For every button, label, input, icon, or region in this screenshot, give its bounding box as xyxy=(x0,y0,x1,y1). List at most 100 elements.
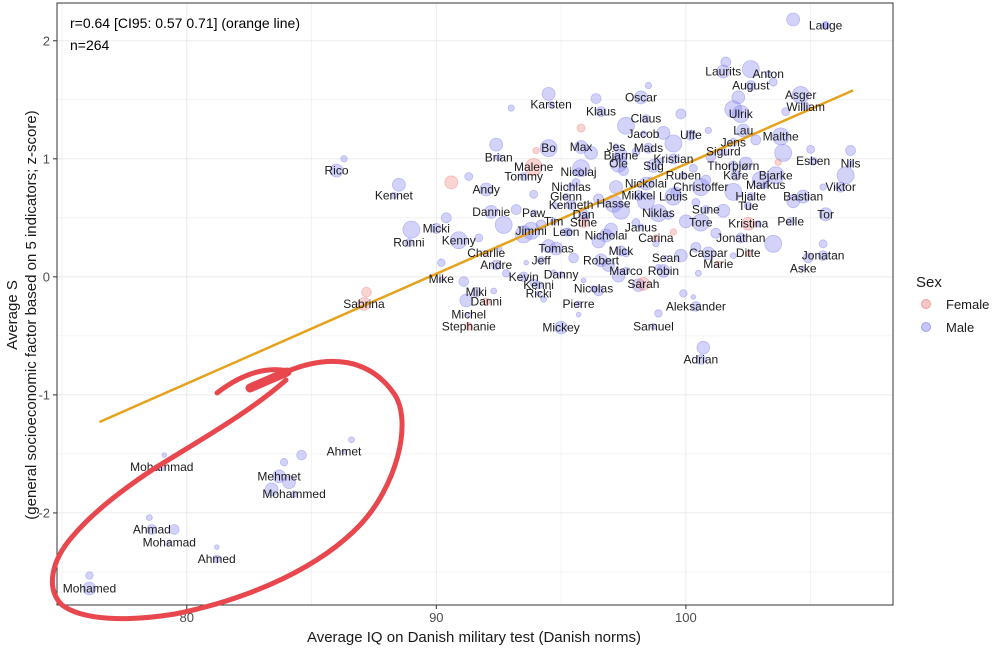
male-point xyxy=(479,182,494,197)
point-label: Bastian xyxy=(783,190,823,204)
male-point xyxy=(282,475,296,490)
male-point xyxy=(568,252,579,264)
male-point xyxy=(631,147,641,157)
male-point xyxy=(539,139,558,158)
male-point xyxy=(169,524,180,535)
male-point xyxy=(724,182,743,201)
male-point xyxy=(716,203,731,218)
axis-titles: Average IQ on Danish military test (Dani… xyxy=(4,110,641,646)
male-point xyxy=(552,202,560,210)
male-point xyxy=(730,169,742,181)
male-point xyxy=(731,105,750,123)
point-label: Mike xyxy=(429,272,455,286)
point-label: Mads xyxy=(634,141,663,155)
male-point xyxy=(710,227,722,239)
male-point xyxy=(390,191,398,200)
male-point xyxy=(213,544,220,550)
male-point xyxy=(675,108,687,120)
male-point xyxy=(720,56,732,68)
legend-label-female: Female xyxy=(946,297,989,312)
point-label: Hasse xyxy=(596,197,630,211)
male-point xyxy=(604,222,618,237)
female-point xyxy=(774,158,782,166)
point-label: Max xyxy=(570,140,593,154)
male-point xyxy=(643,142,654,154)
male-point xyxy=(704,126,712,135)
male-point xyxy=(819,183,827,191)
point-label: Viktor xyxy=(825,180,855,194)
male-point xyxy=(664,187,683,206)
male-point xyxy=(612,143,620,151)
point-label: Nickolai xyxy=(625,177,667,191)
male-point xyxy=(85,571,94,580)
fit-line-layer xyxy=(98,89,854,424)
male-point xyxy=(590,285,597,293)
point-label: Ole xyxy=(609,157,628,171)
point-label: Aske xyxy=(790,262,817,276)
male-point xyxy=(657,157,665,165)
male-point xyxy=(561,227,571,237)
point-label: Stine xyxy=(570,216,598,230)
point-label: Jes xyxy=(607,140,626,154)
male-point xyxy=(690,294,697,300)
female-point xyxy=(636,277,651,291)
male-point xyxy=(846,159,855,168)
male-point xyxy=(724,100,743,119)
point-label: Robin xyxy=(648,264,679,278)
x-axis-title: Average IQ on Danish military test (Dani… xyxy=(307,629,641,646)
x-tick-label: 100 xyxy=(675,610,697,625)
plot-panel-border xyxy=(56,2,894,606)
male-point xyxy=(609,154,628,173)
point-label: Kenny xyxy=(442,233,476,247)
male-point xyxy=(601,258,616,272)
male-point xyxy=(617,116,635,135)
male-point xyxy=(696,340,711,355)
male-point xyxy=(655,264,662,271)
point-label: Niklas xyxy=(642,206,675,220)
male-point xyxy=(716,64,731,79)
male-point xyxy=(529,278,538,287)
point-label: Robert xyxy=(583,253,620,267)
male-point xyxy=(768,77,778,87)
point-label: Andy xyxy=(473,183,500,197)
female-point xyxy=(524,158,543,176)
male-point xyxy=(82,581,97,596)
male-point xyxy=(529,189,539,199)
male-point xyxy=(279,458,289,467)
point-label: Tore xyxy=(689,216,713,230)
y-tick-label: 2 xyxy=(43,33,50,48)
point-label: Jonatan xyxy=(802,249,845,263)
male-point xyxy=(766,166,785,185)
male-point xyxy=(494,216,513,234)
point-label: Pelle xyxy=(777,214,804,228)
male-point xyxy=(575,300,582,308)
point-label: Ulrik xyxy=(729,107,754,121)
point-label: Ahmad xyxy=(133,522,171,536)
male-point xyxy=(145,514,153,522)
point-label: Nicolas xyxy=(574,282,613,296)
male-point xyxy=(341,448,347,455)
male-point xyxy=(727,160,739,172)
point-label: Caspar xyxy=(689,246,728,260)
male-point xyxy=(644,82,653,90)
male-point xyxy=(667,153,679,165)
male-point xyxy=(634,90,648,105)
male-point xyxy=(519,172,529,181)
male-point xyxy=(786,194,801,209)
male-point xyxy=(822,21,830,30)
male-point xyxy=(618,165,629,177)
point-label: Stig xyxy=(643,159,664,173)
point-label: Kenneth xyxy=(549,198,594,212)
male-point xyxy=(637,223,645,231)
point-label: Nicolaj xyxy=(561,165,597,179)
male-point xyxy=(391,177,406,192)
male-point xyxy=(574,167,583,177)
annotations: r=0.64 [CI95: 0.57 0.71] (orange line) n… xyxy=(70,15,300,53)
female-point xyxy=(576,123,586,133)
male-point xyxy=(547,100,555,109)
female-point xyxy=(464,322,473,331)
point-label: Thorbjørn xyxy=(707,159,759,173)
male-point xyxy=(574,140,588,154)
male-point xyxy=(590,93,602,105)
